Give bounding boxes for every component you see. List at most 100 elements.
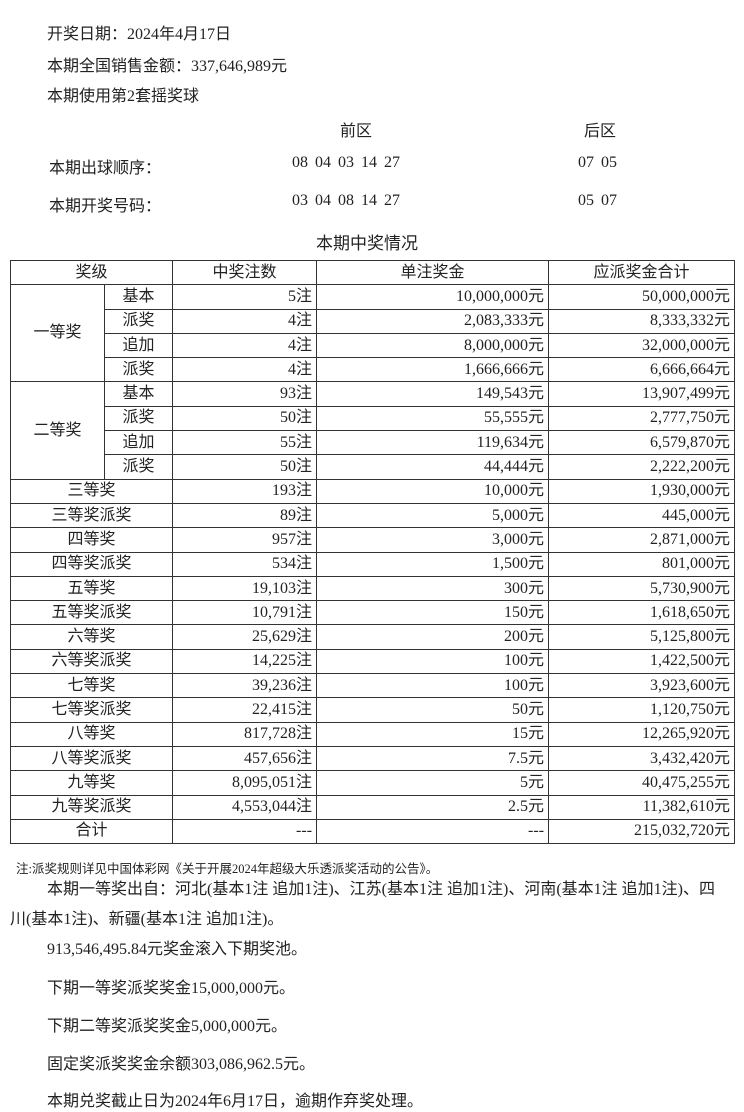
- winner-count: 534注: [172, 551, 318, 577]
- prize-level: 七等奖派奖: [9, 697, 174, 723]
- unit-prize: 5元: [316, 770, 550, 796]
- winner-count: 19,103注: [172, 575, 318, 602]
- winner-count: 25,629注: [172, 624, 318, 650]
- table-title: 本期中奖情况: [316, 234, 418, 253]
- winner-count: 457,656注: [172, 745, 318, 772]
- winner-count: 4注: [172, 308, 318, 334]
- claim-deadline: 本期兑奖截止日为2024年6月17日，逾期作弃奖处理。: [47, 1093, 424, 1110]
- table-row: 一等奖 基本 5注 10,000,000元 50,000,000元: [10, 284, 736, 383]
- total-prize: 12,265,920元: [548, 721, 736, 747]
- table-row: 二等奖 基本 93注 149,543元 13,907,499元: [10, 381, 736, 480]
- total-prize: 801,000元: [548, 551, 736, 577]
- winner-count: 957注: [172, 527, 318, 553]
- total-prize: 1,120,750元: [548, 697, 736, 723]
- unit-prize: 15元: [316, 721, 550, 747]
- unit-prize: 8,000,000元: [316, 332, 550, 359]
- total-prize: 32,000,000元: [548, 332, 736, 359]
- unit-prize: 1,666,666元: [316, 357, 550, 383]
- front-zone-label: 前区: [340, 123, 373, 140]
- winner-count: 4注: [172, 332, 318, 359]
- total-prize: 2,777,750元: [548, 405, 736, 432]
- table-row: 六等奖派奖 14,225注 100元 1,422,500元: [9, 648, 736, 675]
- winning-numbers-front: 03 04 08 14 27: [292, 192, 400, 209]
- unit-prize: 50元: [316, 697, 550, 723]
- unit-prize: 100元: [316, 673, 550, 699]
- winner-count: 89注: [172, 502, 318, 529]
- unit-prize: 300元: [316, 575, 550, 602]
- prize-sublevel: 派奖: [103, 357, 174, 383]
- total-prize: 215,032,720元: [548, 818, 736, 845]
- total-prize: 5,730,900元: [548, 575, 736, 602]
- fixed-bonus-balance: 固定奖派奖奖金余额303,086,962.5元。: [47, 1056, 316, 1073]
- table-row: 追加 55注 119,634元 6,579,870元: [11, 430, 736, 456]
- table-row: 三等奖派奖 89注 5,000元 445,000元: [9, 502, 736, 529]
- total-prize: 5,125,800元: [548, 624, 736, 650]
- table-row: 五等奖派奖 10,791注 150元 1,618,650元: [9, 600, 736, 626]
- winning-numbers-label: 本期开奖号码：: [49, 198, 162, 215]
- winner-count: 14,225注: [172, 648, 318, 675]
- draw-order-back: 07 05: [578, 154, 617, 171]
- rollover: 913,546,495.84元奖金滚入下期奖池。: [47, 941, 308, 958]
- unit-prize: 55,555元: [316, 405, 550, 432]
- winner-count: 817,728注: [172, 721, 318, 747]
- back-zone-label: 后区: [584, 123, 617, 140]
- unit-prize: 150元: [316, 600, 550, 626]
- table-header-row: 奖级 中奖注数 单注奖金 应派奖金合计: [9, 259, 736, 286]
- table-row: 七等奖派奖 22,415注 50元 1,120,750元: [9, 697, 736, 723]
- table-row: 四等奖 957注 3,000元 2,871,000元: [9, 527, 736, 553]
- total-prize: 3,923,600元: [548, 673, 736, 699]
- winner-count: 39,236注: [172, 673, 318, 699]
- total-prize: 13,907,499元: [548, 381, 736, 407]
- total-prize: 2,871,000元: [548, 527, 736, 553]
- table-row: 四等奖派奖 534注 1,500元 801,000元: [9, 551, 736, 577]
- winner-count: ---: [172, 818, 318, 845]
- total-prize: 11,382,610元: [548, 794, 736, 820]
- table-row: 七等奖 39,236注 100元 3,923,600元: [9, 673, 736, 699]
- sales-amount: 本期全国销售金额：337,646,989元: [47, 58, 288, 75]
- winner-count: 93注: [172, 381, 318, 407]
- total-prize: 40,475,255元: [548, 770, 736, 796]
- winner-count: 4,553,044注: [172, 794, 318, 820]
- unit-prize: 44,444元: [316, 454, 550, 480]
- unit-prize: 10,000元: [316, 478, 550, 504]
- winner-count: 50注: [172, 454, 318, 480]
- table-row: 六等奖 25,629注 200元 5,125,800元: [9, 624, 736, 650]
- prize-level: 五等奖派奖: [9, 600, 174, 626]
- winner-count: 22,415注: [172, 697, 318, 723]
- table-row: 八等奖派奖 457,656注 7.5元 3,432,420元: [9, 745, 736, 772]
- total-prize: 3,432,420元: [548, 745, 736, 772]
- winner-count: 193注: [172, 478, 318, 504]
- prize-level: 三等奖派奖: [9, 502, 174, 529]
- unit-prize: 119,634元: [316, 430, 550, 456]
- total-prize: 6,579,870元: [548, 430, 736, 456]
- table-row: 九等奖派奖 4,553,044注 2.5元 11,382,610元: [9, 794, 736, 820]
- winner-count: 10,791注: [172, 600, 318, 626]
- prize-sublevel: 基本: [103, 381, 174, 407]
- total-prize: 50,000,000元: [548, 284, 736, 310]
- table-row: 八等奖 817,728注 15元 12,265,920元: [9, 721, 736, 747]
- unit-prize: 1,500元: [316, 551, 550, 577]
- footnote: 注:派奖规则详见中国体彩网《关于开展2024年超级大乐透派奖活动的公告》。: [16, 862, 439, 876]
- total-prize: 1,422,500元: [548, 648, 736, 675]
- prize-level: 二等奖: [10, 381, 105, 480]
- table-row: 派奖 4注 1,666,666元 6,666,664元: [11, 357, 736, 383]
- draw-order-front: 08 04 03 14 27: [292, 154, 400, 171]
- winner-count: 8,095,051注: [172, 770, 318, 796]
- unit-prize: 2.5元: [316, 794, 550, 820]
- prize-sublevel: 追加: [103, 430, 174, 456]
- table-row: 合计 --- --- 215,032,720元: [9, 818, 736, 845]
- table-row: 追加 4注 8,000,000元 32,000,000元: [11, 332, 736, 359]
- prize-sublevel: 派奖: [103, 405, 174, 432]
- header-level: 奖级: [9, 259, 174, 286]
- total-prize: 8,333,332元: [548, 308, 736, 334]
- prize-level: 三等奖: [9, 478, 174, 504]
- unit-prize: 3,000元: [316, 527, 550, 553]
- prize-sublevel: 派奖: [103, 308, 174, 334]
- next-first-bonus: 下期一等奖派奖奖金15,000,000元。: [47, 980, 296, 997]
- table-row: 派奖 4注 2,083,333元 8,333,332元: [11, 308, 736, 334]
- prize-sublevel: 派奖: [103, 454, 174, 480]
- unit-prize: ---: [316, 818, 550, 845]
- unit-prize: 149,543元: [316, 381, 550, 407]
- draw-date: 开奖日期：2024年4月17日: [47, 26, 232, 43]
- first-prize-origin: 本期一等奖出自：河北(基本1注 追加1注)、江苏(基本1注 追加1注)、河南(基…: [10, 881, 715, 928]
